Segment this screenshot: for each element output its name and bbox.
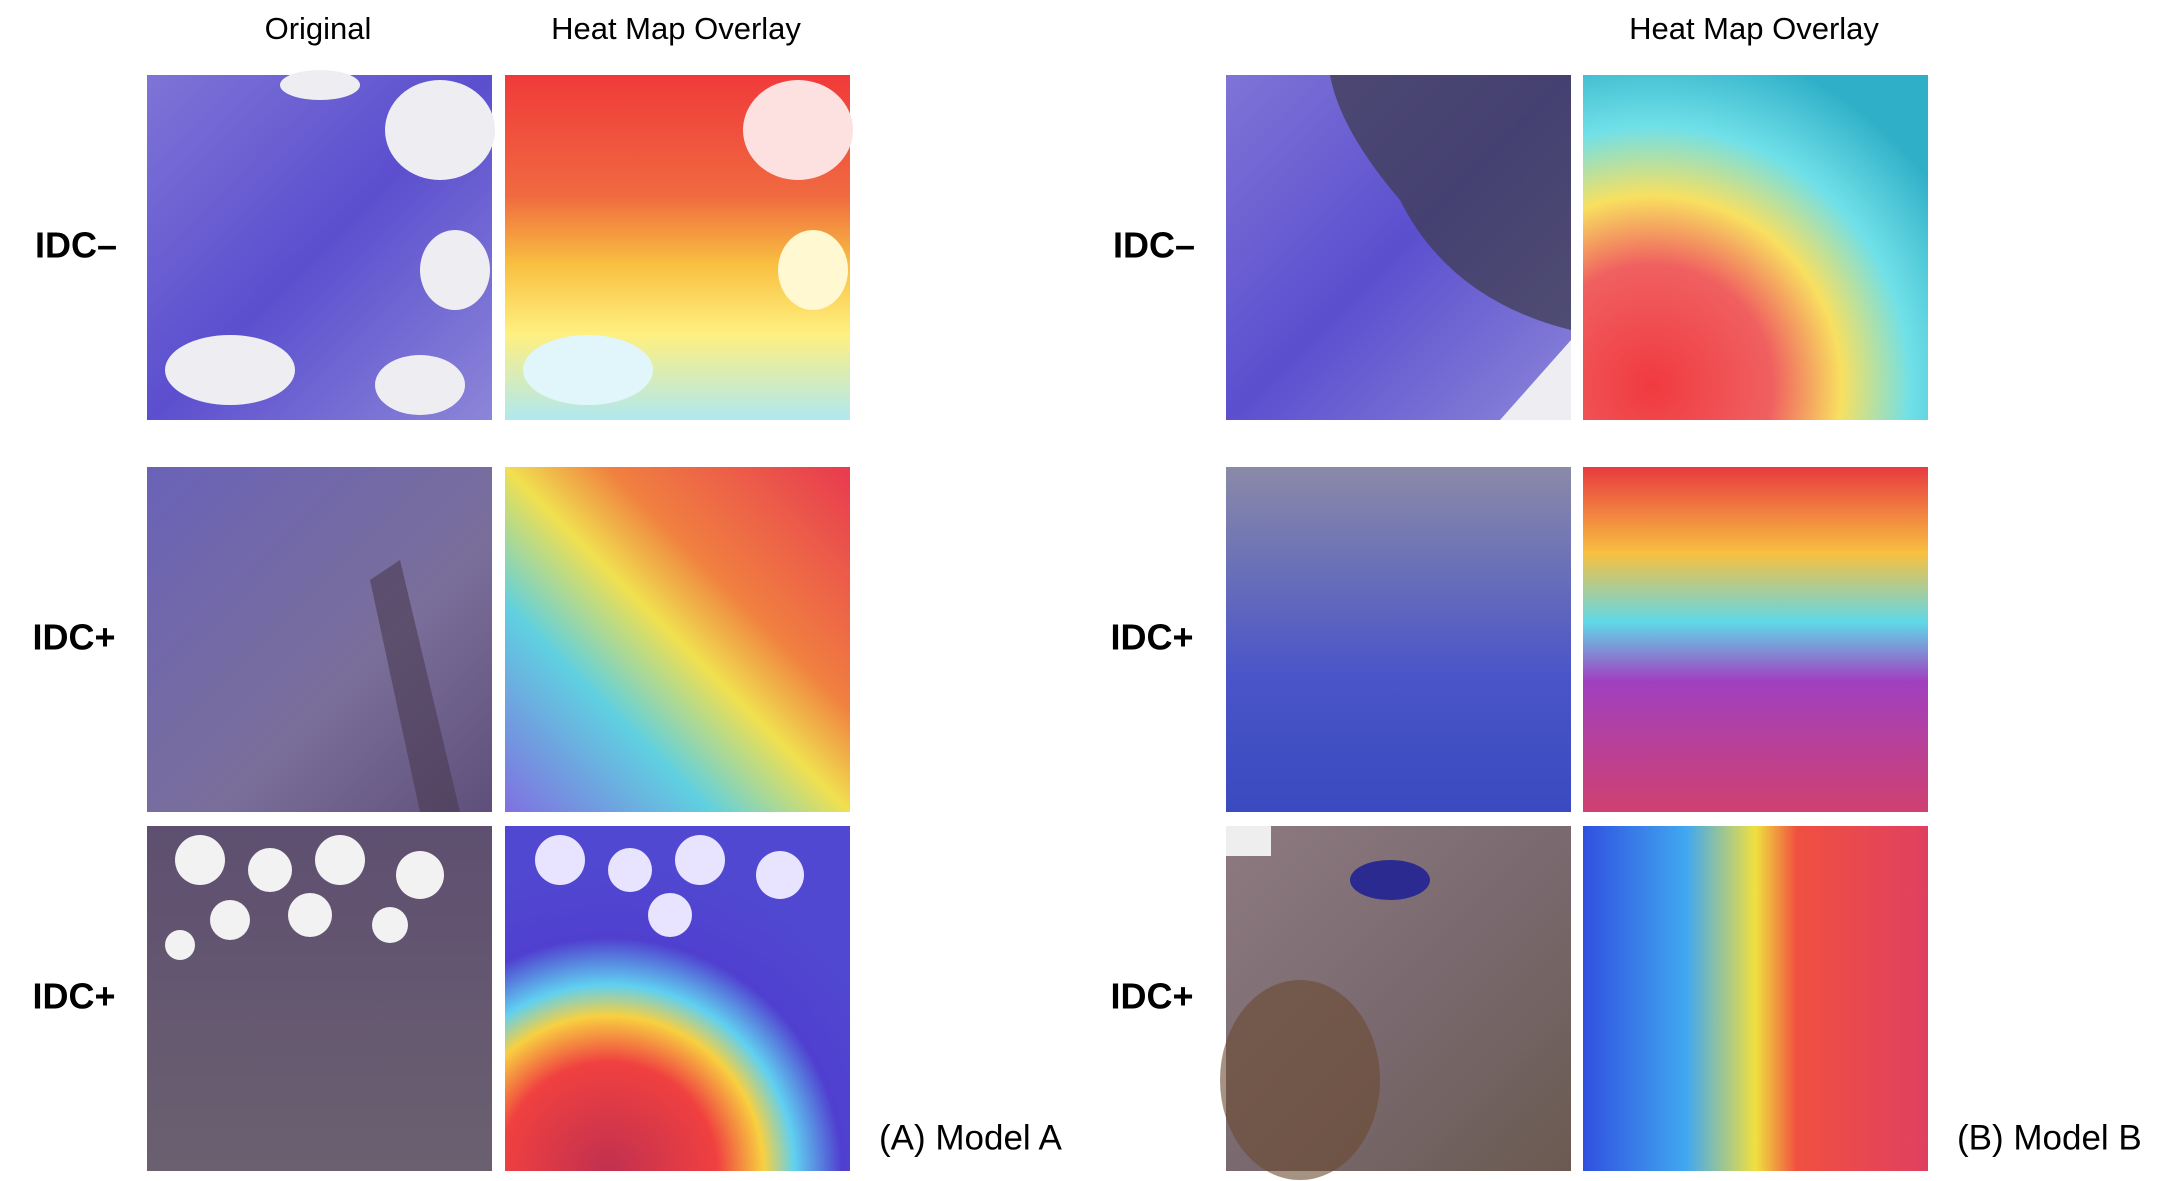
- heat-map-tile: [1583, 75, 1928, 420]
- image-tile: [147, 826, 492, 1171]
- image-tile: [1226, 467, 1571, 812]
- row-label: IDC+: [32, 976, 115, 1017]
- row-label: IDC+: [1110, 617, 1193, 658]
- panel-a: Original Heat Map Overlay IDC– IDC+ IDC+…: [32, 11, 1062, 1171]
- image-tile: [147, 467, 492, 812]
- row-label: IDC–: [1113, 225, 1195, 266]
- panel-caption: (A) Model A: [879, 1118, 1062, 1157]
- image-tile: [1226, 75, 1571, 420]
- heat-map-tile: [505, 75, 853, 420]
- heat-map-tile: [1583, 826, 1928, 1171]
- row-label: IDC–: [35, 225, 117, 266]
- image-tile: [1220, 826, 1571, 1180]
- panel-b: Heat Map Overlay IDC– IDC+ IDC+ (B) Mode…: [1110, 11, 2142, 1180]
- column-header: Heat Map Overlay: [551, 11, 801, 46]
- heat-map-tile: [505, 826, 850, 1171]
- row-label: IDC+: [1110, 976, 1193, 1017]
- heat-map-tile: [1583, 467, 1928, 812]
- column-header: Original: [265, 11, 372, 46]
- row-label: IDC+: [32, 617, 115, 658]
- image-tile: [147, 70, 495, 420]
- column-header: Heat Map Overlay: [1629, 11, 1879, 46]
- panel-caption: (B) Model B: [1957, 1118, 2142, 1157]
- heat-map-tile: [505, 467, 850, 812]
